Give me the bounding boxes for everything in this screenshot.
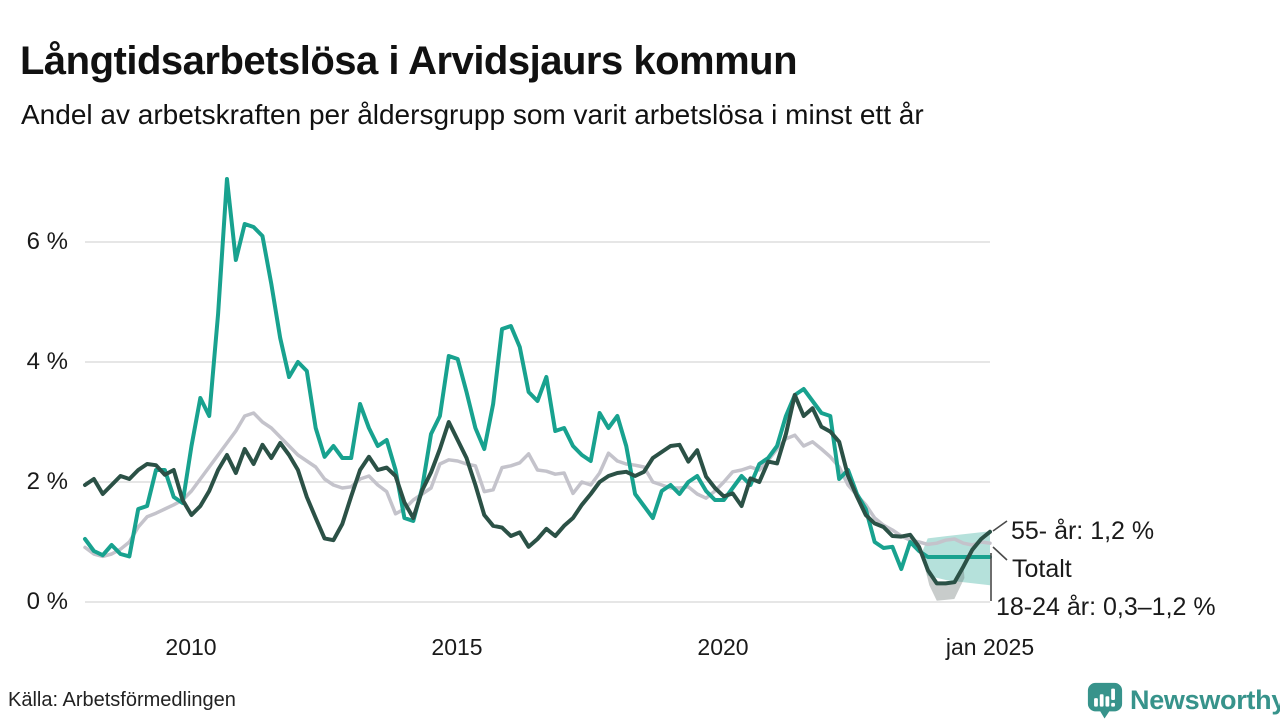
source-note: Källa: Arbetsförmedlingen xyxy=(8,689,236,711)
end-label-55: 55- år: 1,2 % xyxy=(1011,517,1155,545)
y-tick-4: 4 % xyxy=(26,348,68,375)
newsworthy-marker-icon xyxy=(1087,682,1123,719)
newsworthy-wordmark: Newsworthy xyxy=(1130,684,1280,715)
end-label-18-24: 18-24 år: 0,3–1,2 % xyxy=(996,593,1216,621)
y-tick-0: 0 % xyxy=(26,588,68,615)
series-line-18-24-r xyxy=(83,177,993,571)
series-line-55-r xyxy=(83,393,993,586)
y-tick-2: 2 % xyxy=(26,468,68,495)
uncertainty-band xyxy=(919,545,965,601)
x-tick-2010: 2010 xyxy=(165,634,217,660)
newsworthy-logo: Newsworthy xyxy=(1086,681,1280,719)
y-tick-6: 6 % xyxy=(26,228,68,255)
x-tick-jan-2025: jan 2025 xyxy=(945,634,1035,660)
data-lines xyxy=(83,177,993,586)
end-label-totalt: Totalt xyxy=(1012,555,1072,583)
annotation-connectors xyxy=(990,520,1008,601)
x-tick-2015: 2015 xyxy=(431,634,483,660)
x-tick-2020: 2020 xyxy=(697,634,749,660)
logo-bars xyxy=(1094,688,1115,707)
connector-55-line xyxy=(992,520,1008,532)
page-title: Långtidsarbetslösa i Arvidsjaurs kommun xyxy=(20,38,798,83)
connector-totalt-line xyxy=(992,546,1008,561)
page-subtitle: Andel av arbetskraften per åldersgrupp s… xyxy=(21,99,924,130)
